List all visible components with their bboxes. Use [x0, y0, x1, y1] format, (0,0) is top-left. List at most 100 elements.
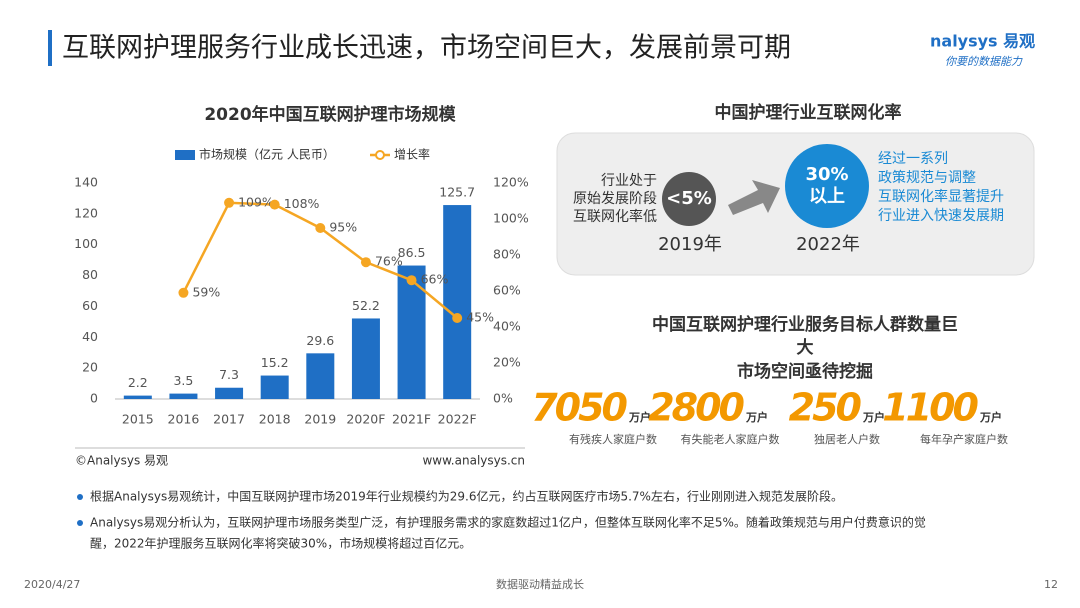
value-label: 109% — [238, 194, 274, 209]
stat-unit: 万户 — [745, 410, 768, 424]
rate-left: 原始发展阶段 — [573, 191, 657, 207]
to-value: 以上 — [809, 186, 845, 207]
source: ©Analysys 易观 — [75, 454, 168, 468]
value-label: 76% — [375, 254, 403, 269]
value-label: 3.5 — [173, 373, 193, 388]
stat-unit: 万户 — [628, 410, 651, 424]
from-year: 2019年 — [658, 234, 722, 255]
stat-unit: 万户 — [862, 410, 885, 424]
x-tick-label: 2015 — [122, 412, 154, 427]
line-point — [360, 257, 371, 268]
value-label: 95% — [329, 220, 357, 235]
x-tick-label: 2018 — [259, 412, 291, 427]
y-tick-label: 140 — [74, 175, 98, 190]
x-tick-label: 2017 — [213, 412, 245, 427]
y-tick-label: 40 — [82, 329, 98, 344]
logo: nalysys 易观 — [930, 32, 1035, 51]
bullet: Analysys易观分析认为，互联网护理市场服务类型广泛，有护理服务需求的家庭数… — [90, 515, 926, 530]
line-point — [178, 287, 189, 298]
y-tick-label: 0 — [90, 391, 98, 406]
source-url: www.analysys.cn — [422, 454, 525, 468]
chart-title: 2020年中国互联网护理市场规模 — [204, 104, 456, 125]
value-label: 125.7 — [439, 185, 475, 200]
target-title: 大 — [797, 337, 814, 358]
stat-label: 每年孕产家庭户数 — [920, 432, 1008, 446]
rate-right: 政策规范与调整 — [878, 169, 976, 186]
stat-number: 7050 — [531, 386, 627, 430]
page-number: 12 — [1044, 578, 1058, 591]
y-tick-label: 120 — [74, 205, 98, 220]
rate-left: 行业处于 — [601, 173, 657, 189]
bar — [351, 318, 380, 399]
bullet: 醒，2022年护理服务互联网化率将突破30%，市场规模将超过百亿元。 — [90, 536, 471, 551]
x-tick-label: 2016 — [168, 412, 200, 427]
legend-label: 市场规模（亿元 人民币） — [199, 147, 335, 162]
stat-unit: 万户 — [979, 410, 1002, 424]
stat-label: 独居老人户数 — [814, 432, 880, 446]
rate-right: 互联网化率显著提升 — [878, 188, 1004, 205]
bar — [215, 387, 244, 399]
y-tick-label: 60 — [82, 298, 98, 313]
rate-title: 中国护理行业互联网化率 — [715, 102, 902, 123]
stat-label: 有残疾人家庭户数 — [569, 432, 657, 446]
value-label: 29.6 — [306, 333, 334, 348]
y-tick-label: 100 — [74, 236, 98, 251]
target-title: 中国互联网护理行业服务目标人群数量巨 — [652, 314, 958, 335]
bullet: 根据Analysys易观统计，中国互联网护理市场2019年行业规模约为29.6亿… — [90, 489, 843, 504]
bar — [260, 375, 289, 399]
value-label: 7.3 — [219, 367, 239, 382]
rate-right: 经过一系列 — [878, 151, 948, 167]
stat-label: 有失能老人家庭户数 — [681, 432, 780, 446]
slogan: 你要的数据能力 — [945, 55, 1023, 68]
y2-tick-label: 40% — [493, 319, 521, 334]
legend-swatch — [375, 150, 385, 160]
bar — [306, 353, 335, 399]
rate-left: 互联网化率低 — [573, 208, 657, 225]
footer-date: 2020/4/27 — [24, 578, 80, 591]
stat-number: 250 — [789, 386, 862, 430]
y2-tick-label: 100% — [493, 211, 529, 226]
x-tick-label: 2020F — [346, 412, 385, 427]
y2-tick-label: 60% — [493, 283, 521, 298]
title-bar — [48, 30, 52, 66]
value-label: 2.2 — [128, 375, 148, 390]
line-point — [269, 199, 280, 210]
bullet-dot — [77, 520, 83, 526]
value-label: 45% — [466, 310, 494, 325]
value-label: 86.5 — [398, 245, 426, 260]
chart: 0 20 40 60 80 100 120 140 0% 20% 40% 60% 80% 100% 120%… — [74, 147, 529, 427]
to-circle — [785, 144, 869, 228]
y2-tick-label: 120% — [493, 175, 529, 190]
line-point — [452, 313, 463, 323]
legend-swatch — [175, 150, 195, 160]
y-tick-label: 80 — [82, 267, 98, 282]
value-label: 66% — [421, 272, 449, 287]
y2-tick-label: 80% — [493, 247, 521, 262]
stat-number: 2800 — [648, 386, 744, 430]
y2-tick-label: 0% — [493, 391, 513, 406]
bar — [443, 205, 472, 399]
rate-right: 行业进入快速发展期 — [878, 208, 1004, 224]
bar — [123, 395, 152, 399]
to-year: 2022年 — [796, 234, 860, 255]
stat-number: 1100 — [882, 386, 978, 430]
target-title: 市场空间亟待挖掘 — [737, 361, 873, 382]
slide-title: 互联网护理服务行业成长迅速，市场空间巨大，发展前景可期 — [62, 33, 791, 64]
bullet-dot — [77, 494, 83, 500]
bar — [169, 393, 198, 399]
y-tick-label: 20 — [82, 360, 98, 375]
legend-label: 增长率 — [394, 147, 430, 162]
arrow — [728, 180, 780, 215]
y2-tick-label: 20% — [493, 355, 521, 370]
from-circle — [662, 172, 716, 226]
from-value: <5% — [666, 188, 712, 209]
x-tick-label: 2021F — [392, 412, 431, 427]
value-label: 52.2 — [352, 298, 380, 313]
line-point — [315, 223, 326, 233]
value-label: 108% — [284, 196, 320, 211]
line-point — [406, 275, 417, 286]
x-tick-label: 2022F — [438, 412, 477, 427]
value-label: 59% — [192, 284, 220, 299]
